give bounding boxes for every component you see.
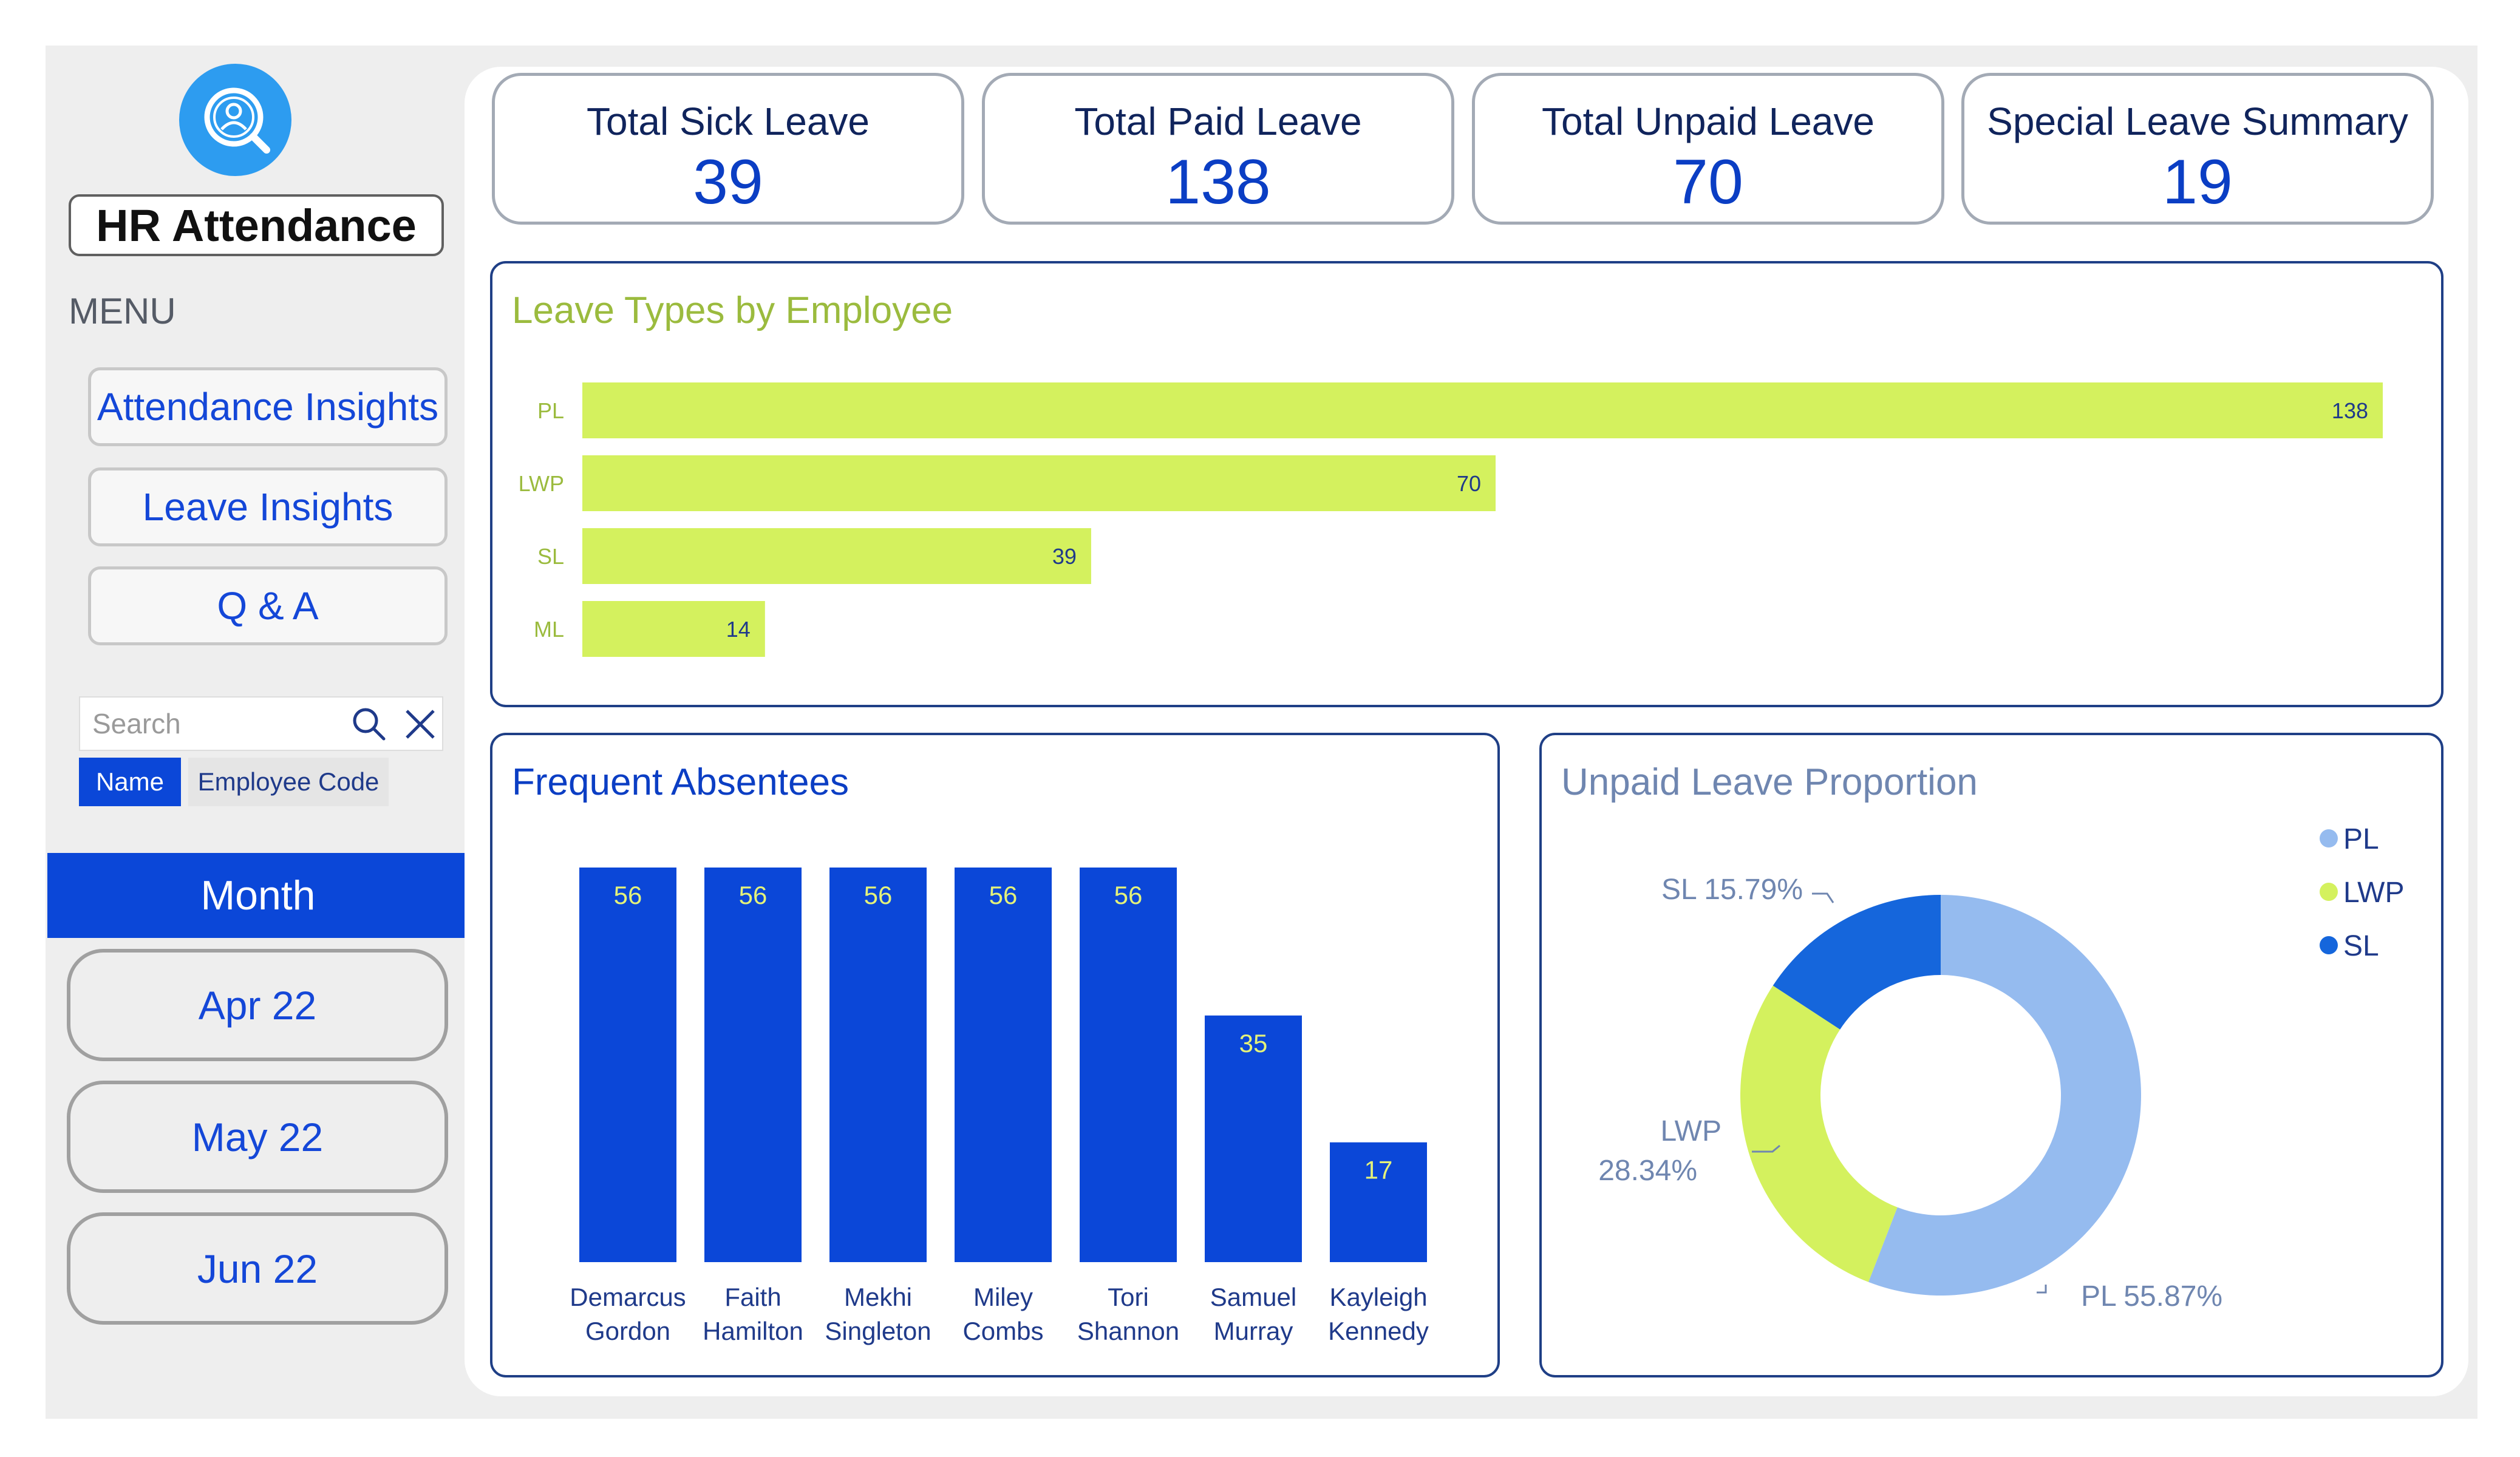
search-icon[interactable] — [349, 704, 391, 746]
kpi-label: Special Leave Summary — [1987, 100, 2408, 143]
data-label: 35 — [1239, 1029, 1268, 1058]
bar — [829, 868, 927, 1262]
legend-swatch — [2320, 883, 2338, 901]
month-apr-22-button[interactable]: Apr 22 — [67, 949, 448, 1061]
kpi-value: 39 — [693, 147, 763, 217]
kpi-label: Total Sick Leave — [586, 100, 870, 143]
kpi-value: 138 — [1165, 147, 1271, 217]
category-label: Faith Hamilton — [703, 1283, 803, 1345]
month-jun-22-button[interactable]: Jun 22 — [67, 1212, 448, 1325]
pie-slice — [1868, 895, 2141, 1296]
frequent-absentees-chart-panel: Frequent Absentees 56 Demarcus Gordon 56 Fai… — [490, 733, 1500, 1377]
leave-types-bar-chart: PL 138 LWP 70 SL 39 ML 14 — [519, 382, 2383, 657]
slice-label: PL 55.87% — [2081, 1280, 2222, 1313]
leave-types-chart-panel: Leave Types by Employee PL 138 LWP 70 SL 39 ML… — [490, 261, 2443, 707]
chart-title: Leave Types by Employee — [512, 290, 953, 331]
category-label: Tori Shannon — [1077, 1283, 1179, 1345]
kpi-total-paid-leave: Total Paid Leave 138 — [982, 73, 1454, 225]
category-label: SL — [537, 544, 564, 569]
data-label: 56 — [864, 881, 893, 909]
kpi-label: Total Paid Leave — [1074, 100, 1362, 143]
bar — [704, 868, 802, 1262]
bar — [582, 382, 2383, 438]
category-label: Miley Combs — [962, 1283, 1043, 1345]
kpi-value: 70 — [1673, 147, 1743, 217]
search-input[interactable] — [92, 698, 347, 750]
data-label: 70 — [1457, 471, 1481, 496]
data-label: 56 — [1114, 881, 1143, 909]
data-label: 14 — [726, 617, 751, 642]
pie-slice — [1773, 895, 1941, 1030]
data-label: 56 — [614, 881, 642, 909]
frequent-absentees-bar-chart: 56 Demarcus Gordon 56 Faith Hamilton 56 Mekhi Si… — [570, 868, 1429, 1345]
chart-title: Unpaid Leave Proportion — [1561, 761, 1978, 803]
bar — [579, 868, 676, 1262]
leader-line — [2037, 1285, 2047, 1294]
month-filter-header: Month — [47, 853, 469, 938]
data-label: 17 — [1364, 1156, 1393, 1184]
leader-line — [1752, 1144, 1780, 1153]
pie-slice — [1740, 985, 1898, 1282]
bar — [1080, 868, 1177, 1262]
data-label: 138 — [2332, 398, 2368, 423]
data-label: 56 — [739, 881, 768, 909]
category-label: Samuel Murray — [1210, 1283, 1296, 1345]
bar — [582, 455, 1496, 511]
kpi-special-leave-summary: Special Leave Summary 19 — [1961, 73, 2434, 225]
category-label: Mekhi Singleton — [825, 1283, 931, 1345]
category-label: ML — [534, 617, 564, 642]
kpi-total-unpaid-leave: Total Unpaid Leave 70 — [1472, 73, 1944, 225]
bar — [582, 528, 1091, 584]
data-label: 56 — [989, 881, 1018, 909]
nav-leave-insights-button[interactable]: Leave Insights — [88, 467, 448, 546]
chart-title: Frequent Absentees — [512, 761, 849, 803]
bar — [955, 868, 1052, 1262]
slice-label: LWP — [1661, 1115, 1721, 1147]
bar — [1330, 1142, 1427, 1262]
nav-attendance-insights-button[interactable]: Attendance Insights — [88, 367, 448, 446]
slice-label: 28.34% — [1598, 1155, 1697, 1187]
legend-swatch — [2320, 936, 2338, 954]
bar — [1205, 1015, 1302, 1262]
kpi-value: 19 — [2162, 147, 2233, 217]
legend-label: SL — [2343, 930, 2379, 962]
category-label: PL — [537, 398, 564, 423]
unpaid-leave-chart-panel: Unpaid Leave Proportion PL 55.87% LWP 28.3… — [1539, 733, 2443, 1377]
category-label: LWP — [519, 471, 564, 496]
leader-line — [1812, 892, 1834, 903]
legend-label: PL — [2343, 823, 2379, 855]
app-title: HR Attendance — [69, 194, 444, 256]
month-may-22-button[interactable]: May 22 — [67, 1081, 448, 1193]
category-label: Demarcus Gordon — [570, 1283, 686, 1345]
filter-employee-code-option[interactable]: Employee Code — [188, 758, 389, 806]
legend-label: LWP — [2343, 877, 2404, 909]
data-label: 39 — [1052, 544, 1077, 569]
kpi-total-sick-leave: Total Sick Leave 39 — [492, 73, 964, 225]
employee-search-box — [79, 696, 443, 751]
nav-qa-button[interactable]: Q & A — [88, 566, 448, 645]
menu-heading: MENU — [69, 291, 176, 331]
kpi-label: Total Unpaid Leave — [1542, 100, 1875, 143]
close-icon[interactable] — [401, 705, 440, 744]
category-label: Kayleigh Kennedy — [1328, 1283, 1429, 1345]
bar — [582, 601, 765, 657]
unpaid-leave-donut-chart: PL 55.87% LWP 28.34% SL 15.79% PL LWP SL — [1598, 823, 2404, 1313]
slice-label: SL 15.79% — [1661, 874, 1803, 906]
hr-logo-icon — [179, 64, 291, 176]
legend-swatch — [2320, 829, 2338, 847]
filter-name-option[interactable]: Name — [79, 758, 181, 806]
